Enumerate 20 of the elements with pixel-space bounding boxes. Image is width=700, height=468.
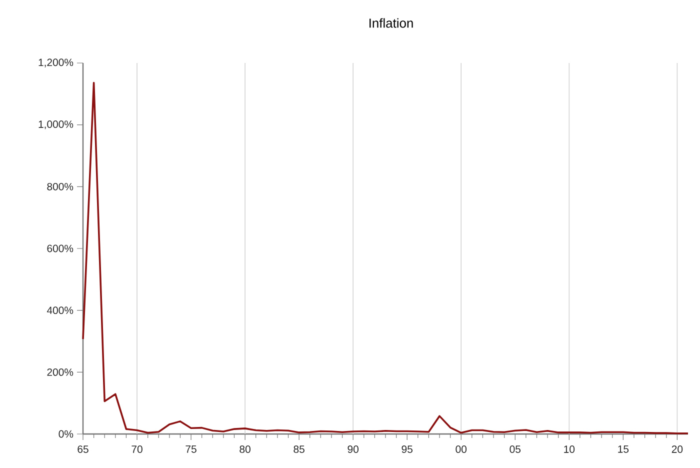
y-tick-label: 1,000% — [38, 120, 74, 130]
x-tick-label: 00 — [456, 446, 467, 453]
y-tick-label: 400% — [46, 306, 74, 314]
chart-title: Inflation — [370, 18, 413, 28]
x-tick-label: 70 — [132, 446, 142, 453]
x-tick-label: 95 — [402, 446, 412, 453]
x-tick-label: 85 — [294, 446, 304, 453]
x-tick-label: 20 — [672, 446, 683, 453]
y-tick-label: 600% — [47, 244, 74, 252]
y-tick-label: 200% — [47, 368, 74, 376]
x-tick-label: 75 — [186, 446, 196, 453]
x-tick-label: 10 — [564, 446, 575, 453]
x-tick-label: 90 — [348, 446, 358, 453]
x-tick-label: 05 — [510, 446, 521, 453]
y-tick-label: 0% — [58, 430, 74, 438]
y-tick-label: 1,200% — [38, 58, 74, 68]
x-tick-label: 15 — [618, 446, 629, 453]
x-tick-label: 65 — [78, 446, 88, 453]
y-tick-label: 800% — [47, 182, 74, 190]
x-tick-label: 80 — [240, 446, 250, 453]
